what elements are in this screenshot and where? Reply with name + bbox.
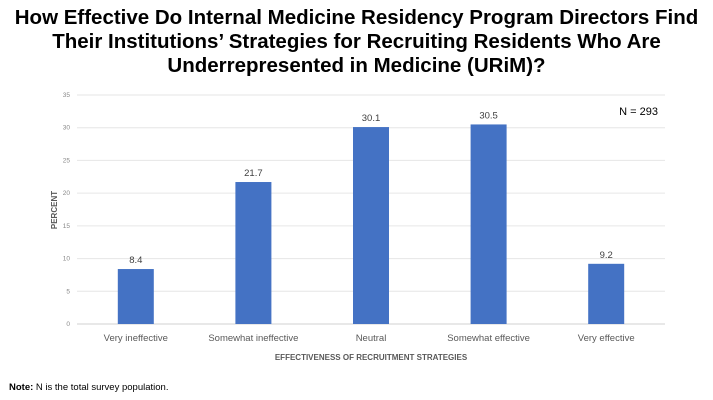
y-tick-label: 30: [63, 125, 71, 132]
data-label: 8.4: [129, 255, 142, 266]
x-tick-label: Somewhat ineffective: [208, 333, 298, 344]
note-text: N is the total survey population.: [33, 382, 169, 393]
data-label: 21.7: [244, 168, 263, 179]
x-axis-label: EFFECTIVENESS OF RECRUITMENT STRATEGIES: [275, 353, 468, 362]
bar: [588, 263, 625, 324]
y-tick-label: 5: [66, 288, 70, 295]
footnote: Note: N is the total survey population.: [9, 382, 168, 393]
data-label: 30.1: [362, 113, 381, 124]
y-tick-label: 0: [66, 321, 70, 328]
bar: [353, 127, 389, 324]
y-tick-label: 20: [63, 190, 71, 197]
bar: [470, 124, 507, 324]
data-label: 30.5: [479, 110, 498, 121]
x-tick-label: Very ineffective: [104, 333, 168, 344]
y-tick-label: 35: [63, 92, 71, 99]
sample-size-annotation: N = 293: [619, 106, 658, 118]
x-tick-label: Very effective: [578, 333, 635, 344]
y-axis-label: PERCENT: [50, 191, 59, 229]
x-tick-label: Somewhat effective: [447, 333, 530, 344]
chart-title: How Effective Do Internal Medicine Resid…: [14, 6, 699, 77]
y-tick-label: 15: [63, 223, 71, 230]
bar: [117, 269, 154, 324]
x-tick-label: Neutral: [356, 333, 387, 344]
y-tick-label: 10: [63, 256, 71, 263]
data-label: 9.2: [600, 250, 613, 261]
bar: [235, 182, 272, 324]
note-label: Note:: [9, 382, 34, 393]
y-tick-label: 25: [63, 157, 71, 164]
